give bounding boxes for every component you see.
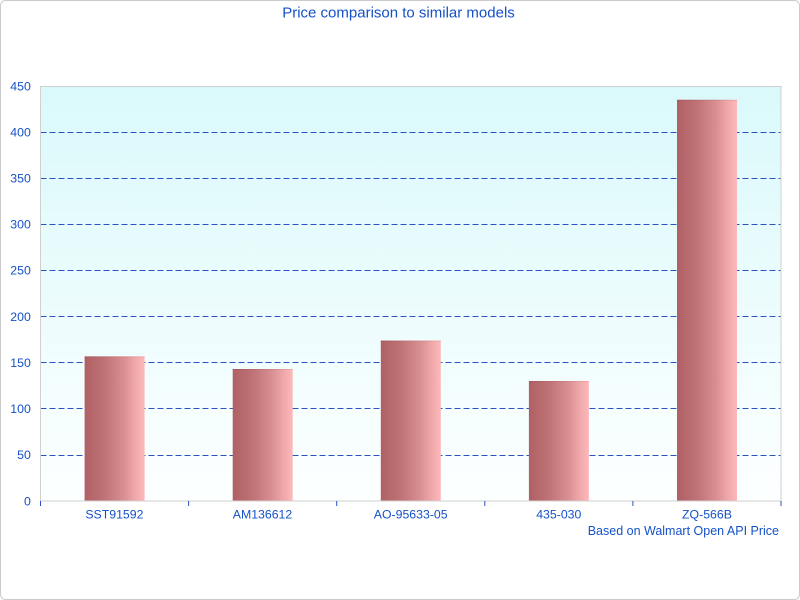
svg-text:300: 300 [10, 218, 31, 232]
svg-text:400: 400 [10, 125, 31, 139]
svg-text:Based on Walmart Open API Pric: Based on Walmart Open API Price [588, 524, 779, 538]
svg-text:AM136612: AM136612 [233, 507, 293, 521]
svg-text:435-030: 435-030 [536, 507, 581, 521]
svg-text:150: 150 [10, 356, 31, 370]
svg-text:350: 350 [10, 172, 31, 186]
svg-text:450: 450 [10, 79, 31, 93]
svg-text:100: 100 [10, 402, 31, 416]
svg-text:200: 200 [10, 310, 31, 324]
svg-text:50: 50 [17, 448, 31, 462]
svg-text:SST91592: SST91592 [85, 507, 143, 521]
svg-text:250: 250 [10, 264, 31, 278]
svg-text:Price comparison to similar mo: Price comparison to similar models [282, 4, 515, 21]
svg-text:0: 0 [24, 494, 31, 508]
svg-text:AO-95633-05: AO-95633-05 [374, 507, 448, 521]
svg-text:ZQ-566B: ZQ-566B [682, 507, 732, 521]
